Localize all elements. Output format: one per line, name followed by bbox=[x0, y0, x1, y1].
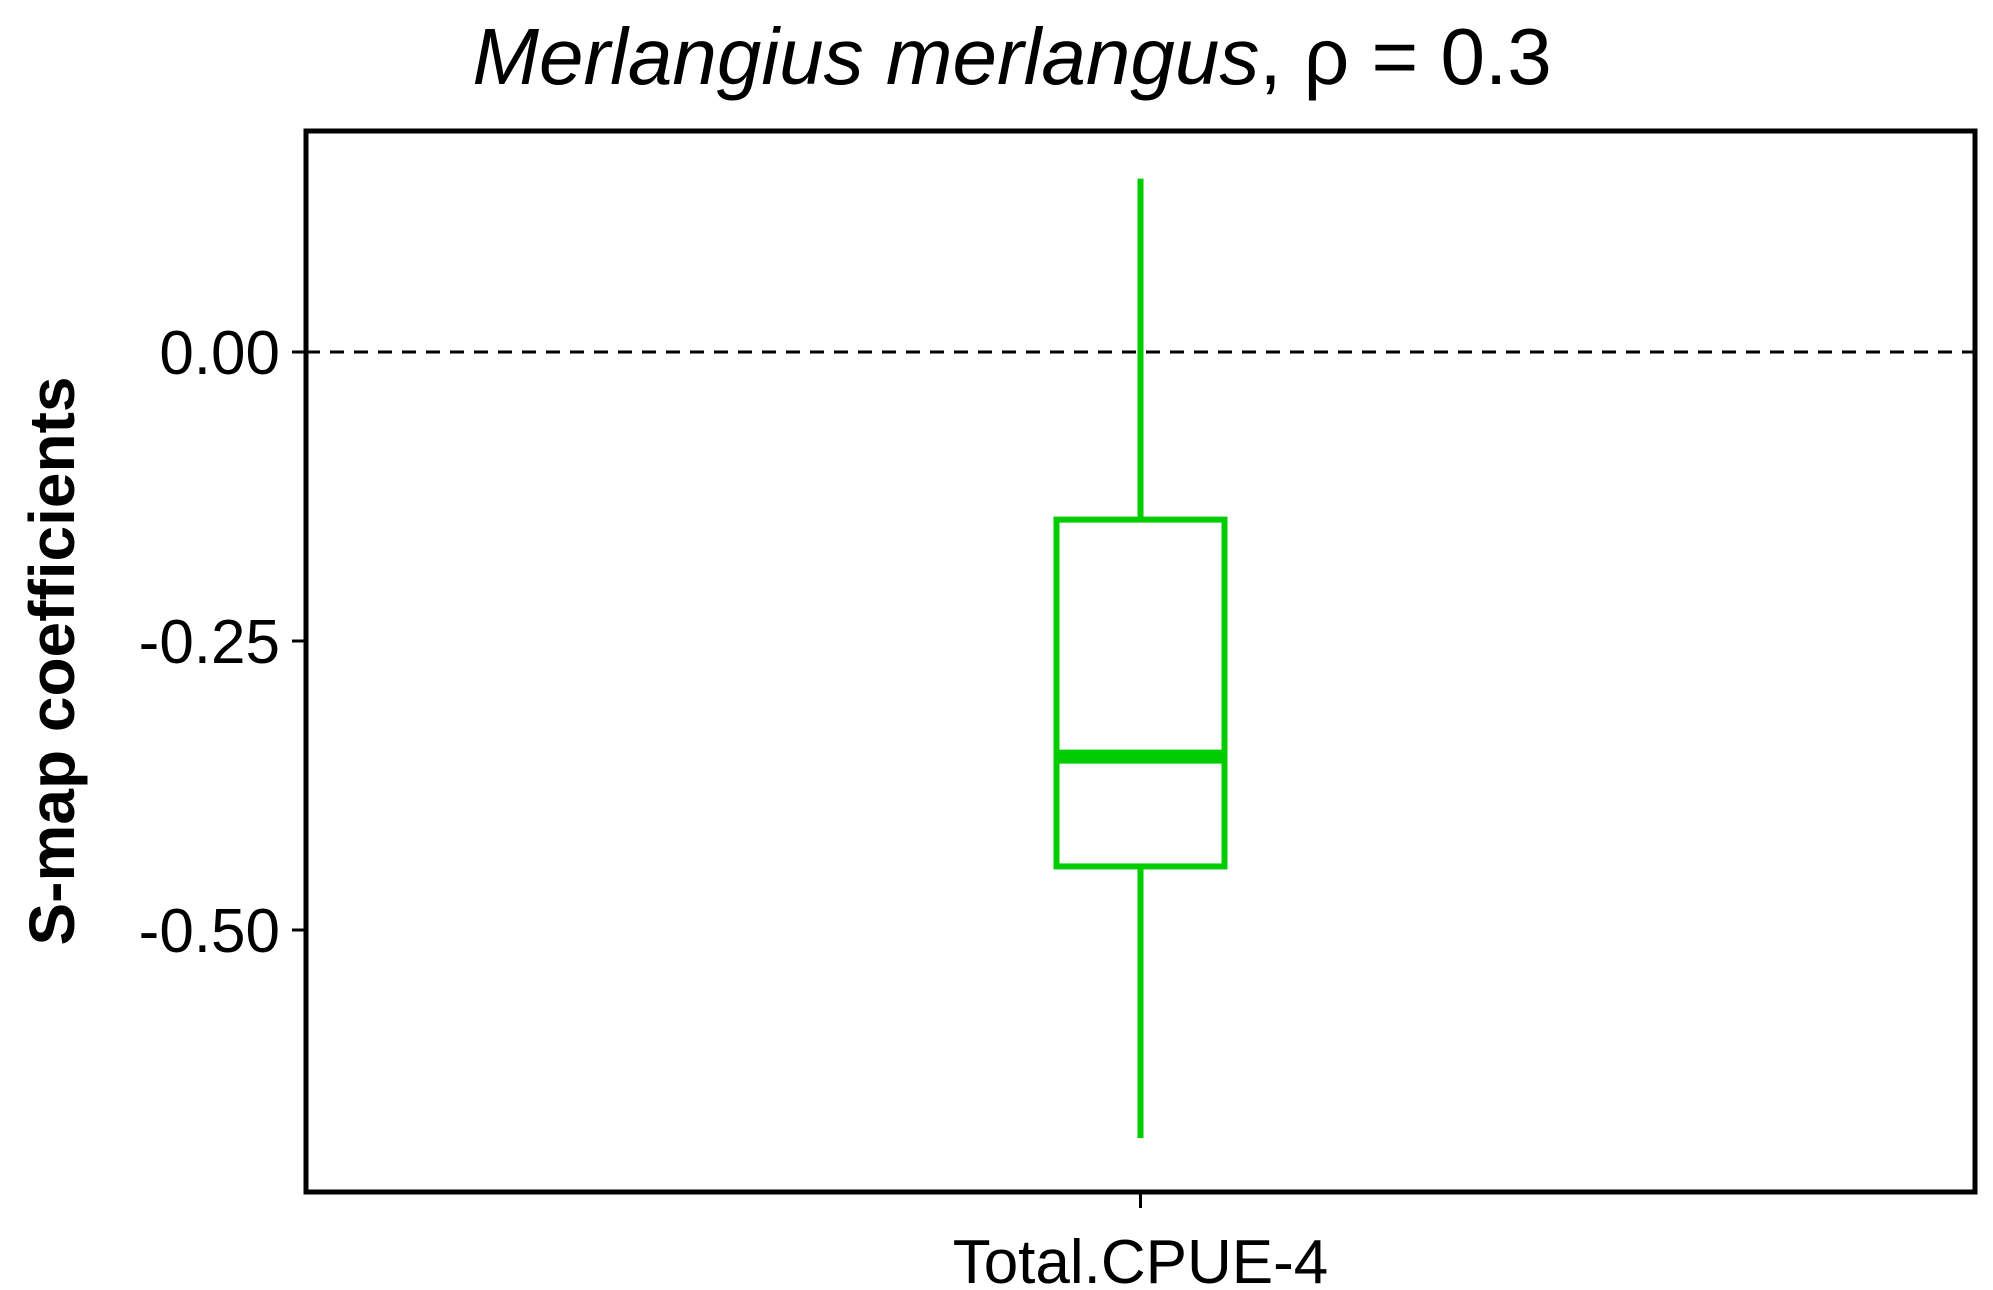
y-tick-label-1: -0.25 bbox=[139, 608, 280, 677]
y-axis-title: S-map coefficients bbox=[16, 376, 88, 945]
box-iqr bbox=[1053, 516, 1228, 870]
y-tick-label-2: -0.50 bbox=[139, 897, 280, 966]
chart-title: Merlangius merlangus, ρ = 0.3 bbox=[472, 12, 1551, 101]
y-tick-label-0: 0.00 bbox=[159, 319, 280, 388]
plot-area: 0.00 -0.25 -0.50 Total.CPUE-4 bbox=[139, 128, 1978, 1290]
x-tick-label-0: Total.CPUE-4 bbox=[953, 1228, 1329, 1290]
title-species: Merlangius merlangus bbox=[472, 12, 1259, 101]
title-suffix: , ρ = 0.3 bbox=[1259, 12, 1551, 101]
